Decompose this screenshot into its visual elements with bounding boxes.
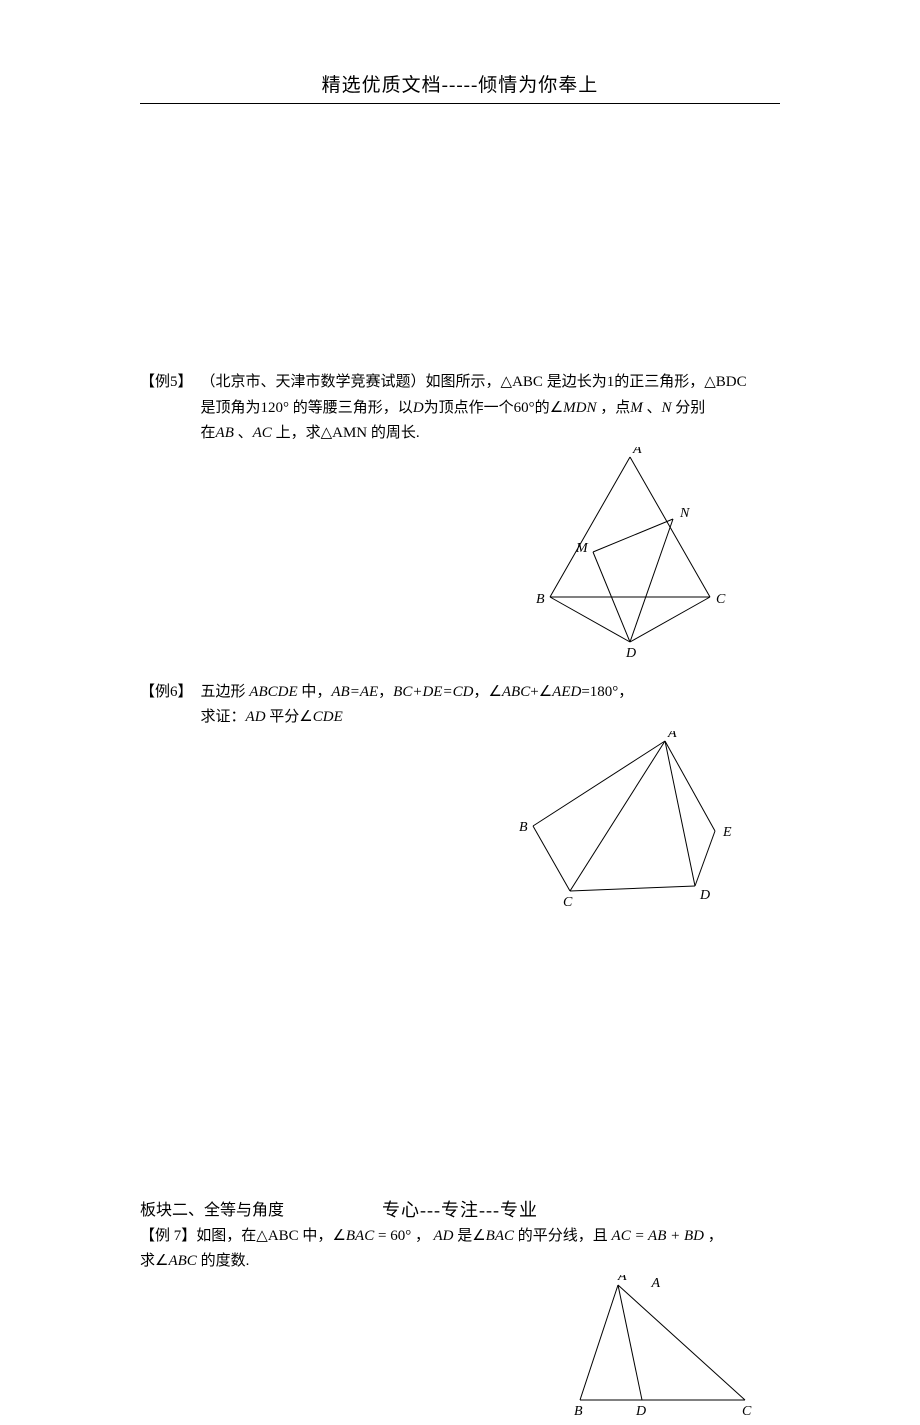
figure-6: A B C D E (515, 731, 740, 916)
svg-text:E: E (722, 825, 732, 840)
content-area: 【例5】 （北京市、天津市数学竞赛试题）如图所示，△ABC 是边长为1的正三角形… (140, 110, 780, 1425)
svg-text:B: B (519, 820, 528, 835)
svg-text:N: N (679, 506, 690, 521)
example-5: 【例5】 （北京市、天津市数学竞赛试题）如图所示，△ABC 是边长为1的正三角形… (140, 370, 780, 662)
example-6: 【例6】 五边形 ABCDE 中，AB=AE，BC+DE=CD，∠ABC+∠AE… (140, 680, 780, 916)
page-footer: 专心---专注---专业 (0, 1196, 920, 1222)
header-rule (140, 103, 780, 104)
example-5-label: 【例5】 (140, 370, 201, 396)
stray-label-a: A (651, 1276, 660, 1292)
example-6-text: 五边形 ABCDE 中，AB=AE，BC+DE=CD，∠ABC+∠AED=180… (201, 680, 634, 731)
svg-text:D: D (635, 1404, 646, 1419)
figure-7: A B D C (570, 1275, 760, 1425)
svg-text:A: A (617, 1275, 627, 1284)
figure-5: A B C D M N (530, 447, 740, 662)
svg-text:M: M (575, 541, 589, 556)
svg-text:B: B (574, 1404, 583, 1419)
svg-text:C: C (742, 1404, 752, 1419)
svg-text:A: A (667, 731, 677, 741)
svg-text:C: C (563, 895, 573, 910)
example-5-text: （北京市、天津市数学竞赛试题）如图所示，△ABC 是边长为1的正三角形，△BDC… (201, 370, 747, 447)
page-header: 精选优质文档-----倾情为你奉上 (140, 70, 780, 103)
svg-text:C: C (716, 592, 726, 607)
svg-text:B: B (536, 592, 545, 607)
example-7: 【例 7】如图，在△ABC 中，∠BAC = 60° ， AD 是∠BAC 的平… (140, 1224, 780, 1275)
example-7-label: 【例 7】 (140, 1228, 196, 1244)
svg-text:D: D (699, 888, 710, 903)
svg-text:A: A (632, 447, 642, 457)
svg-text:D: D (625, 646, 636, 661)
example-6-label: 【例6】 (140, 680, 201, 706)
